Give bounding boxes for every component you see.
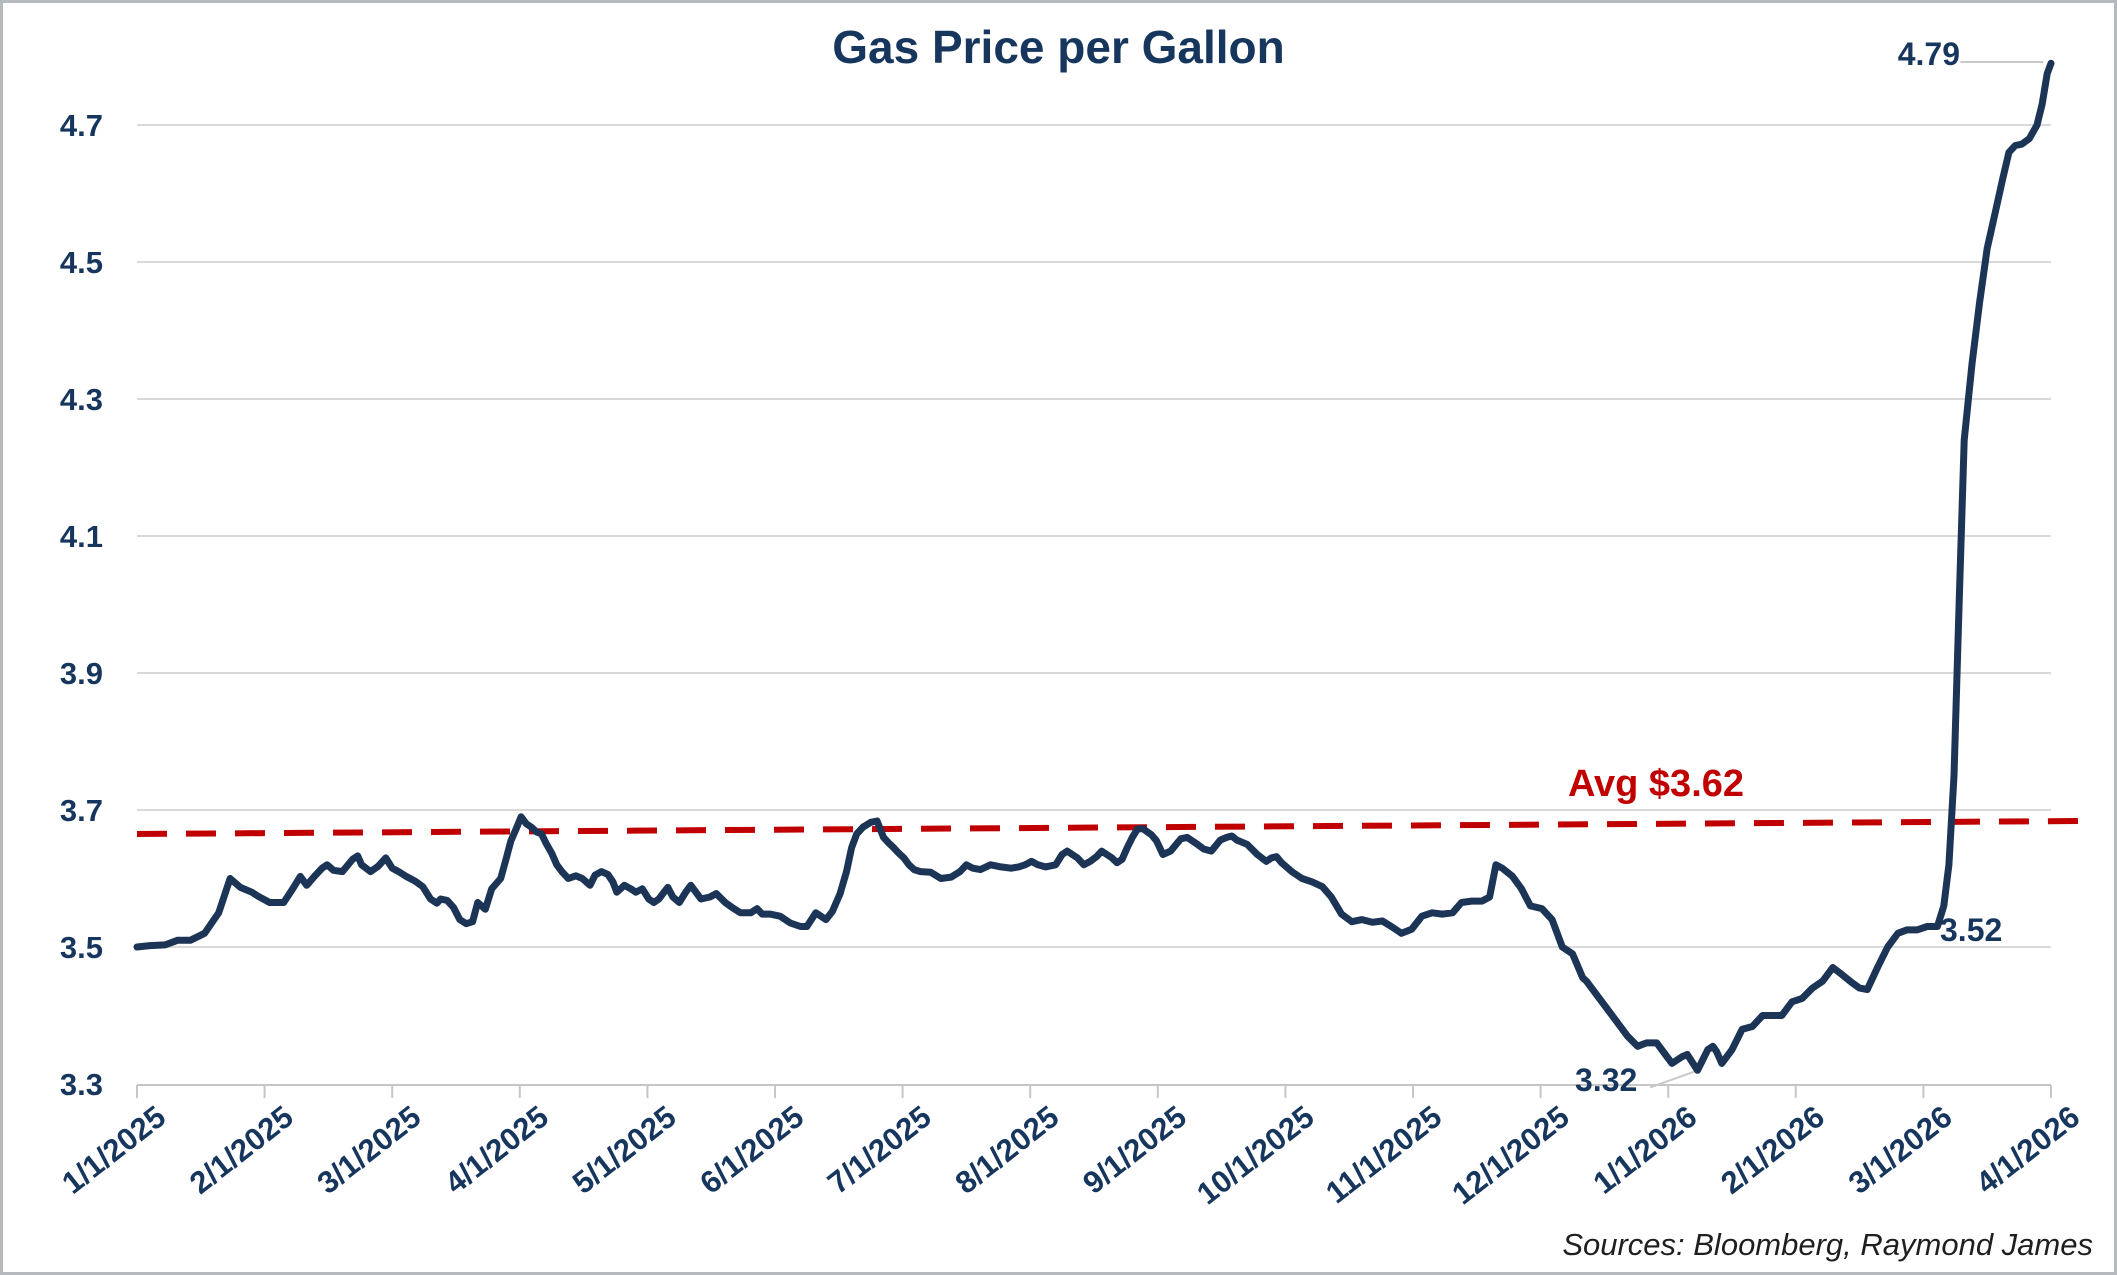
x-tick-label: 3/1/2026 [1842,1099,1959,1201]
y-tick-label: 4.1 [60,519,103,554]
source-note: Sources: Bloomberg, Raymond James [1562,1227,2093,1262]
y-tick-label: 4.7 [60,108,103,143]
low-leader [1649,1068,1701,1089]
x-tick-label: 7/1/2025 [821,1099,938,1201]
average-dashed-line [136,817,2087,837]
y-tick-label: 3.9 [60,656,103,691]
y-tick-label: 3.5 [60,930,103,965]
x-tick-label: 3/1/2025 [311,1099,428,1201]
annotation-pre-spike-value: 3.52 [1940,912,2003,948]
x-tick-label: 1/1/2026 [1587,1099,1704,1201]
y-tick-label: 4.5 [60,245,103,280]
annotation-average-label: Avg $3.62 [1567,763,1745,805]
x-tick-label: 2/1/2025 [183,1099,300,1201]
y-tick-label: 3.3 [60,1067,103,1102]
y-tick-label: 4.3 [60,382,103,417]
x-tick-label: 4/1/2026 [1969,1099,2086,1201]
x-tick-label: 10/1/2025 [1190,1099,1320,1211]
chart-title: Gas Price per Gallon [832,21,1285,73]
annotation-low-value: 3.32 [1575,1062,1638,1098]
x-tick-label: 4/1/2025 [438,1099,555,1201]
x-tick-label: 2/1/2026 [1714,1099,1831,1201]
x-tick-label: 8/1/2025 [949,1099,1066,1201]
annotation-peak-value: 4.79 [1897,36,1960,72]
x-tick-label: 11/1/2025 [1319,1099,1448,1210]
x-tick-label: 5/1/2025 [566,1099,683,1201]
gas-price-series-line [133,59,2055,1074]
x-tick-label: 1/1/2025 [55,1099,172,1201]
y-tick-label: 3.7 [60,793,103,828]
x-tick-label: 9/1/2025 [1076,1099,1193,1201]
x-tick-label: 12/1/2025 [1445,1099,1575,1211]
x-tick-label: 6/1/2025 [693,1099,810,1201]
